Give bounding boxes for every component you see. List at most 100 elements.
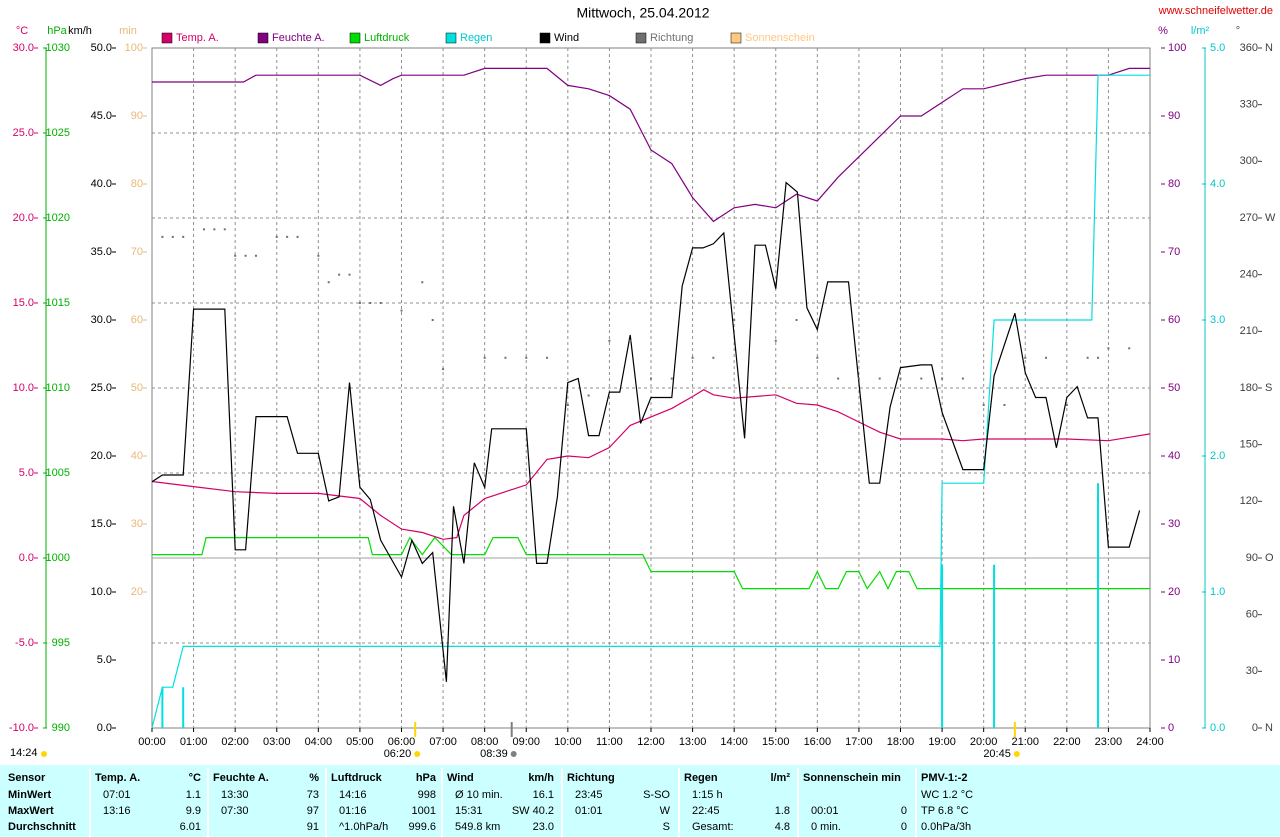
sun-icon [41,751,47,757]
direction-dot [1045,356,1048,359]
table-cell: 998 [418,789,436,801]
y-tick-label: 40 [1168,450,1180,462]
direction-dot [795,319,798,321]
legend-label: Temp. A. [176,32,219,44]
y-tick-label: 1015 [46,297,70,309]
column-title: Wind [447,772,474,784]
y-tick-label: 0.0 [19,552,34,564]
y-tick-label: 1025 [46,127,70,139]
direction-dot [1086,356,1089,359]
y-tick-label: 4.0 [1210,178,1225,190]
direction-dot [774,339,777,342]
x-tick-label: 06:00 [388,736,416,748]
direction-dot [961,377,964,380]
legend-label: Sonnenschein [745,32,815,44]
series-line [151,389,1151,540]
row-label: MinWert [8,789,52,801]
x-tick-label: 21:00 [1011,736,1039,748]
x-tick-label: 15:00 [762,736,790,748]
direction-dot [286,235,289,238]
direction-dot [244,254,247,257]
column-title: Richtung [567,772,615,784]
y-tick-label: 330 [1240,99,1258,111]
legend-swatch [349,32,361,44]
source: www.schneifelwetter.de [1158,5,1273,17]
y-tick-label: 10 [1168,654,1180,666]
direction-dot [171,235,174,238]
direction-dot [899,377,902,380]
direction-dot [816,356,819,359]
y-tick-label: -5.0 [15,637,34,649]
y-tick-label: 20.0 [13,212,34,224]
moon-icon [510,751,517,757]
y-tick-label: 45.0 [91,110,112,122]
y-tick-label: 10.0 [13,382,34,394]
legend-label: Richtung [650,32,693,44]
direction-dot [857,377,860,380]
table-cell: 1:15 h [692,789,723,801]
direction-dot [327,281,330,284]
column-title: Regen [684,772,718,784]
direction-dot [431,319,434,321]
direction-dot [670,377,673,380]
y-tick-label: 1.0 [1210,586,1225,598]
column-unit: °C [189,772,201,784]
table-cell: 1001 [412,805,436,817]
table-cell: 16.1 [533,789,554,801]
direction-dot [338,273,341,276]
table-cell: 97 [307,805,319,817]
y-tick-label: 100 [125,42,143,54]
y-tick-label: 90 [131,110,143,122]
direction-dot [608,339,611,342]
direction-dot [275,235,278,238]
direction-dot [941,377,944,380]
sun-icon [1013,751,1020,757]
y-tick-label: 70 [131,246,143,258]
direction-dot [920,377,923,380]
y-tick-label: 30.0 [13,42,34,54]
y-tick-label: 995 [52,637,70,649]
axis-unit: min [119,25,137,37]
direction-dot [223,228,226,231]
direction-dot [296,235,299,238]
table-cell: 13:30 [221,789,249,801]
y-tick-label: 60 [1168,314,1180,326]
x-tick-label: 09:00 [512,736,540,748]
direction-dot [234,254,237,257]
y-tick-label: 0 [1168,722,1174,734]
x-tick-label: 20:00 [970,736,998,748]
y-tick-label: 30 [131,518,143,530]
table-cell: TP 6.8 °C [921,805,969,817]
direction-dot [421,281,424,284]
column-unit: % [309,772,319,784]
x-tick-label: 01:00 [180,736,208,748]
y-tick-label: 30 [1168,518,1180,530]
y-tick-label: 30 [1246,665,1258,677]
direction-dot [379,302,382,304]
axis-unit: °C [16,25,28,37]
column-title: Temp. A. [95,772,140,784]
table-cell: 9.9 [186,805,201,817]
x-tick-label: 04:00 [305,736,333,748]
direction-dot [202,228,205,231]
table-cell: 1.1 [186,789,201,801]
sun-icon [414,751,421,757]
direction-dot [161,235,164,238]
series-line [151,74,1150,729]
table-cell: 0 [901,805,907,817]
legend-swatch [539,32,551,44]
direction-dot [691,356,694,359]
y-tick-label: 35.0 [91,246,112,258]
y-tick-label: 990 [52,722,70,734]
y-tick-label: 240 [1240,269,1258,281]
column-unit: l/m² [770,772,790,784]
y-tick-label: 300 [1240,155,1258,167]
table-cell: 0 [901,821,907,833]
direction-dot [650,377,652,380]
y-tick-label: 80 [131,178,143,190]
table-cell: 23:45 [575,789,603,801]
direction-dot [1065,404,1068,406]
y-tick-label: 60 [131,314,143,326]
